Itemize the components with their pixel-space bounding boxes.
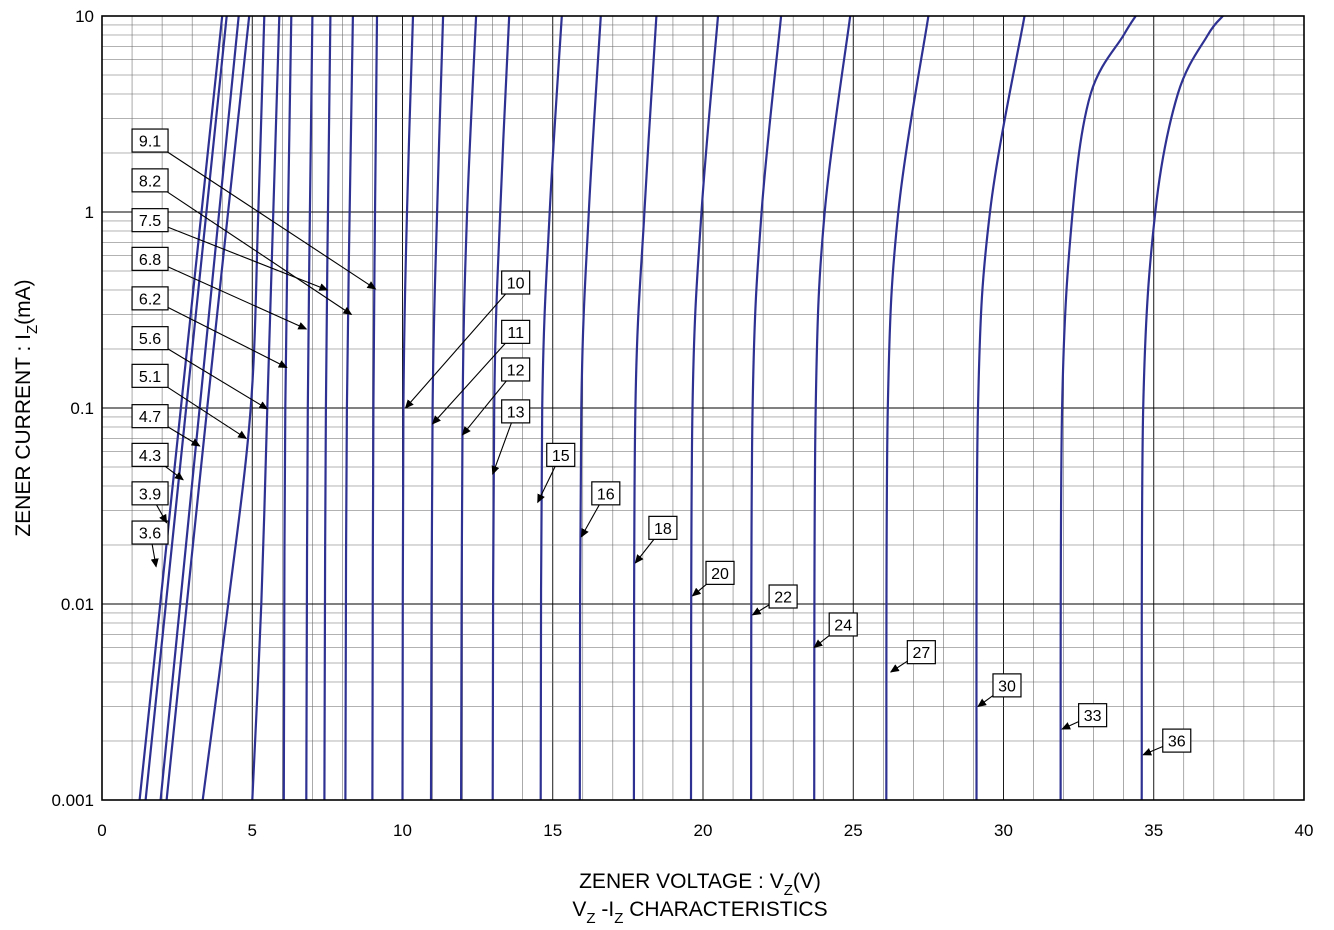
y-tick-label: 10 [75,7,94,26]
x-tick-label: 25 [844,821,863,840]
annotation-label-3_9: 3.9 [139,486,161,503]
annotation-label-4_3: 4.3 [139,448,161,465]
y-tick-label: 0.001 [51,791,94,810]
x-tick-label: 30 [994,821,1013,840]
annotation-label-8_2: 8.2 [139,173,161,190]
annotation-label-6_2: 6.2 [139,291,161,308]
annotation-label-15: 15 [552,448,570,465]
annotation-label-6_8: 6.8 [139,252,161,269]
caption-tail: CHARACTERISTICS [623,898,827,921]
y-axis-title-main: ZENER CURRENT : I [12,334,35,537]
caption-vsub: Z [586,910,595,927]
annotation-label-3_6: 3.6 [139,526,161,543]
annotation-label-5_1: 5.1 [139,369,161,386]
annotation-label-30: 30 [998,678,1016,695]
annotation-label-9_1: 9.1 [139,134,161,151]
caption-mid: -I [596,898,615,921]
x-tick-label: 40 [1295,821,1314,840]
y-tick-label: 0.1 [70,399,94,418]
annotation-label-24: 24 [834,617,852,634]
y-tick-label: 0.01 [61,595,94,614]
grid [102,16,1304,800]
annotation-label-10: 10 [507,276,525,293]
x-tick-label: 10 [393,821,412,840]
annotation-label-7_5: 7.5 [139,213,161,230]
x-tick-label: 0 [97,821,106,840]
x-tick-label: 20 [694,821,713,840]
annotation-label-16: 16 [597,486,615,503]
y-axis-title-sub: Z [24,325,41,334]
x-axis-title-main: ZENER VOLTAGE : V [579,870,784,893]
annotation-label-13: 13 [507,404,525,421]
annotation-label-11: 11 [507,325,524,342]
x-tick-label: 35 [1144,821,1163,840]
annotation-label-22: 22 [774,590,792,607]
annotation-label-18: 18 [654,521,672,538]
annotation-label-20: 20 [711,566,729,583]
caption-isub: Z [614,910,623,927]
x-axis-title-tail: (V) [793,870,821,893]
y-tick-label: 1 [85,203,94,222]
annotation-label-5_6: 5.6 [139,331,161,348]
annotation-label-33: 33 [1084,708,1102,725]
x-tick-label: 5 [248,821,257,840]
annotation-label-12: 12 [507,362,525,379]
x-tick-label: 15 [543,821,562,840]
annotation-label-27: 27 [912,645,930,662]
annotation-label-36: 36 [1168,734,1186,751]
annotation-label-4_7: 4.7 [139,409,161,426]
x-axis-title-sub: Z [784,882,793,899]
y-axis-title-tail: (mA) [12,279,35,325]
caption-v: V [572,898,586,921]
